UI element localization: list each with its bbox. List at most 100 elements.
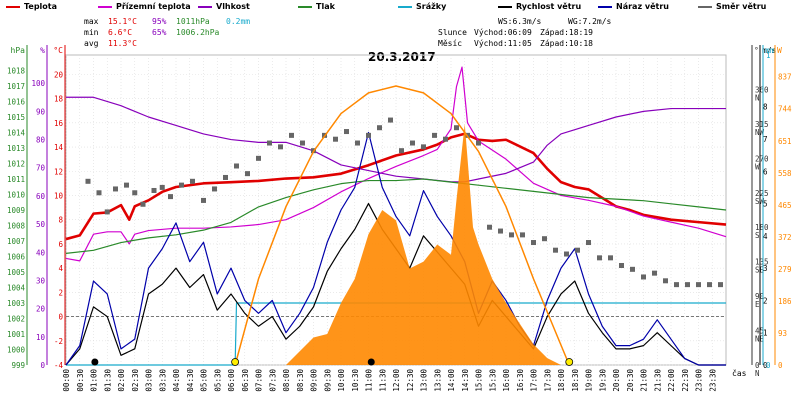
series-line-n-raz-v-tru [65,131,726,366]
axis-wind-tick-label: 8 [763,103,768,112]
wind-direction-point [597,255,602,261]
axis-hpa-tick-label: 1007 [7,237,25,246]
x-tick-label: 11:30 [378,369,387,392]
axis-celsius-tick-label: 16 [54,119,64,128]
axis-wind-tick-label: 6 [763,167,768,176]
axis-solar-tick-label: 465 [778,201,792,210]
axis-direction-dir-label: E [755,300,760,309]
wind-direction-point [652,270,657,276]
wind-direction-point [278,144,283,150]
wind-direction-point [267,140,272,146]
x-tick-label: 04:00 [172,369,181,392]
x-tick-label: 21:00 [640,369,649,392]
x-axis-label: čas [732,368,747,378]
legend-swatch [398,6,412,8]
wind-direction-point [476,140,481,146]
x-tick-label: 13:30 [433,369,442,392]
axis-celsius-tick-label: 6 [58,240,63,249]
wind-direction-point [674,282,679,288]
axis-direction-dir-label: N [755,93,760,102]
wind-direction-point [132,190,138,196]
wind-direction-point [542,236,547,242]
wind-direction-point [399,148,404,154]
axis-wind-tick-label: 1 [763,329,768,338]
axis-hpa-tick-label: 1002 [7,315,25,324]
axis-direction-dir-label: S [755,231,760,240]
legend-swatch [498,6,512,8]
wind-direction-point [575,247,580,253]
axis-celsius-label: °C [53,46,63,55]
axis-hpa-tick-label: 1009 [7,206,25,215]
wind-direction-point [223,174,228,180]
legend-label: Směr větru [716,2,767,11]
wind-direction-point [140,201,146,207]
axis-direction-tick-label: 270 [755,154,769,163]
axis-solar-tick-label: 837 [778,73,792,82]
axis-rain-label: mm [765,46,775,55]
x-tick-label: 03:30 [158,369,167,392]
wind-direction-point [454,125,459,131]
wind-direction-point [388,117,393,123]
wind-direction-point [245,171,250,177]
axis-celsius-tick-label: 2 [58,288,63,297]
axis-hpa-tick-label: 1006 [7,253,26,262]
axis-direction-tick-label: 315 [755,120,769,129]
axis-hpa-tick-label: 1004 [7,284,26,293]
axis-solar-tick-label: 279 [778,265,792,274]
axis-wind-tick-label: 5 [763,200,768,209]
x-tick-label: 21:30 [653,369,662,392]
axis-rain-tick-label: 0 [766,361,771,370]
wind-direction-point [289,132,294,138]
axis-percent-tick-label: 50 [36,220,46,229]
stat-max-label: max [84,17,99,26]
x-tick-label: 05:00 [200,369,209,392]
x-tick-label: 05:30 [213,369,222,392]
x-tick-label: 19:00 [585,369,594,392]
axis-hpa-tick-label: 1011 [7,175,25,184]
axis-wind-tick-label: 4 [763,232,768,241]
moonset-marker [91,358,99,366]
axis-direction-label: ° [754,46,759,55]
legend-label: Tlak [316,2,335,11]
wind-direction-point [256,155,261,161]
wind-direction-point [718,282,723,288]
x-tick-label: 17:30 [543,369,552,392]
wind-direction-point [377,125,382,131]
x-tick-label: 20:00 [612,369,621,392]
series-line-sun-curve [234,85,570,366]
x-tick-label: 06:30 [241,369,250,392]
wind-direction-point [641,274,646,280]
legend-swatch [298,6,312,8]
wind-direction-point [300,140,305,146]
axis-direction-tick-label: 135 [755,258,769,267]
legend: Teplota Přízemní teplota Vlhkost Tlak Sr… [0,0,800,14]
legend-swatch [6,6,20,8]
wind-direction-point [151,187,157,193]
legend-label: Vlhkost [216,2,250,11]
axis-hpa-tick-label: 1015 [7,113,25,122]
wind-direction-point [344,129,349,135]
wind-direction-point [498,228,503,234]
x-tick-label: 03:00 [145,369,154,392]
wind-direction-point [586,240,591,246]
wind-direction-point [234,163,239,169]
axis-celsius-tick-label: 20 [54,70,64,79]
x-tick-label: 01:00 [90,369,99,392]
axis-celsius-tick-label: 10 [54,191,64,200]
axis-percent-tick-label: 80 [36,136,46,145]
axis-celsius-tick-label: -2 [54,337,63,346]
axis-wind-tick-label: 3 [763,264,768,273]
x-tick-label: 15:00 [475,369,484,392]
legend-swatch [598,6,612,8]
wind-direction-point [179,182,184,188]
legend-swatch [698,6,712,8]
axis-direction-tick-label: 360 [755,85,769,94]
stat-min-hum: 65% [152,28,167,37]
x-tick-label: 09:00 [310,369,319,392]
axis-solar-tick-label: 744 [778,105,792,114]
wind-direction-point [124,182,129,188]
axis-percent-tick-label: 20 [36,305,46,314]
axis-direction-tick-label: 0 [755,361,760,370]
legend-label: Přízemní teplota [116,2,191,11]
axis-hpa-tick-label: 1017 [7,82,25,91]
